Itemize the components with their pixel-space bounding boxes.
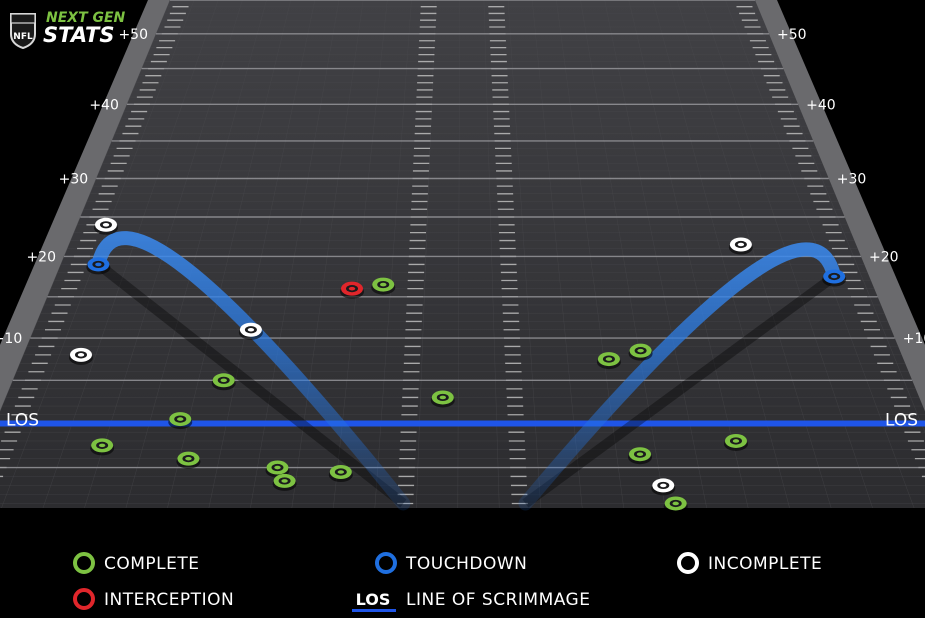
touchdown-arc: [518, 242, 842, 511]
incomplete-marker-icon: [677, 552, 699, 574]
yard-label-left: +50: [118, 27, 148, 43]
yard-label-left: +20: [26, 249, 56, 265]
arc-shadow: [95, 260, 407, 508]
marker-center: [177, 417, 184, 421]
pass-marker-interception: [340, 281, 365, 299]
legend-item-touchdown: TOUCHDOWN: [375, 552, 527, 574]
svg-text:NFL: NFL: [13, 32, 33, 42]
yard-label-right: +20: [869, 249, 899, 265]
marker-center: [830, 274, 838, 279]
legend-label-interception: INTERCEPTION: [104, 590, 234, 610]
pass-marker-complete: [371, 277, 396, 295]
touchdown-arc: [91, 231, 411, 511]
legend-item-interception: INTERCEPTION: [73, 588, 234, 610]
pass-marker-touchdown: [822, 269, 847, 287]
marker-center: [185, 456, 192, 461]
marker-center: [737, 242, 745, 247]
yard-label-right: +10: [903, 331, 925, 347]
pass-marker-incomplete: [93, 217, 118, 235]
grid-line-vertical: [0, 0, 171, 412]
interception-marker-icon: [73, 588, 95, 610]
legend-label-touchdown: TOUCHDOWN: [405, 554, 527, 574]
legend-item-complete: COMPLETE: [73, 552, 200, 574]
los-label-left: LOS: [6, 410, 39, 430]
legend-label-complete: COMPLETE: [104, 554, 200, 574]
line-of-scrimmage: LOS LOS: [0, 410, 925, 430]
los-label-right: LOS: [885, 410, 918, 430]
marker-center: [247, 327, 255, 332]
marker-center: [380, 282, 387, 287]
legend-label-incomplete: INCOMPLETE: [708, 554, 822, 574]
marker-center: [636, 452, 644, 457]
pass-marker-incomplete: [651, 478, 676, 496]
pass-marker-complete: [328, 464, 353, 482]
arc-shadow: [522, 272, 838, 508]
legend-item-los: LOS LINE OF SCRIMMAGE: [352, 590, 590, 612]
yard-label-right: +30: [837, 172, 867, 188]
marker-center: [439, 395, 446, 400]
legend: COMPLETE TOUCHDOWN INCOMPLETE INTERCEPTI…: [73, 552, 822, 612]
pass-marker-complete: [90, 438, 115, 456]
brand-logo: NFL NEXT GEN STATS: [10, 10, 126, 50]
pass-marker-incomplete: [68, 347, 93, 365]
yard-label-left: +10: [0, 331, 22, 347]
marker-center: [98, 443, 106, 448]
pass-marker-complete: [272, 473, 297, 491]
marker-center: [605, 357, 613, 361]
marker-center: [77, 353, 85, 357]
pass-marker-complete: [596, 352, 621, 370]
los-symbol-icon: LOS: [356, 590, 391, 609]
marker-center: [637, 348, 644, 353]
yard-label-left: +40: [89, 97, 119, 113]
yard-lines: [0, 0, 925, 469]
marker-center: [337, 470, 345, 474]
yard-label-right: +40: [806, 97, 836, 113]
yard-label-left: +30: [59, 172, 89, 188]
legend-label-los: LINE OF SCRIMMAGE: [406, 590, 590, 610]
complete-marker-icon: [73, 552, 95, 574]
los-symbol-underline: [352, 609, 396, 612]
nfl-shield-icon: NFL: [10, 13, 36, 50]
marker-center: [348, 286, 356, 291]
pass-marker-touchdown: [86, 257, 111, 275]
marker-center: [281, 479, 288, 483]
brand-line2: STATS: [43, 23, 115, 47]
pass-marker-complete: [168, 412, 193, 430]
pass-marker-complete: [430, 390, 455, 408]
touchdown-arcs: [91, 231, 842, 511]
marker-center: [660, 483, 667, 488]
yard-label-right: +50: [777, 27, 807, 43]
pass-marker-complete: [211, 373, 236, 391]
pass-marker-complete: [628, 447, 653, 465]
touchdown-marker-icon: [375, 552, 397, 574]
marker-center: [274, 465, 281, 470]
marker-center: [102, 223, 110, 227]
pass-marker-incomplete: [728, 237, 753, 255]
marker-center: [95, 262, 102, 267]
marker-center: [672, 501, 679, 506]
pass-marker-complete: [723, 433, 748, 451]
pass-marker-complete: [176, 451, 201, 469]
legend-item-incomplete: INCOMPLETE: [677, 552, 822, 574]
pass-marker-incomplete: [238, 322, 263, 340]
pass-marker-complete: [628, 343, 653, 361]
marker-center: [220, 378, 227, 383]
marker-center: [732, 439, 740, 443]
pass-marker-complete: [663, 496, 688, 514]
yard-labels: +10 +10 +20 +20 +30 +30 +40 +40 +50 +50: [0, 27, 925, 347]
brand-line1: NEXT GEN: [46, 10, 126, 26]
pass-markers: [68, 217, 847, 514]
